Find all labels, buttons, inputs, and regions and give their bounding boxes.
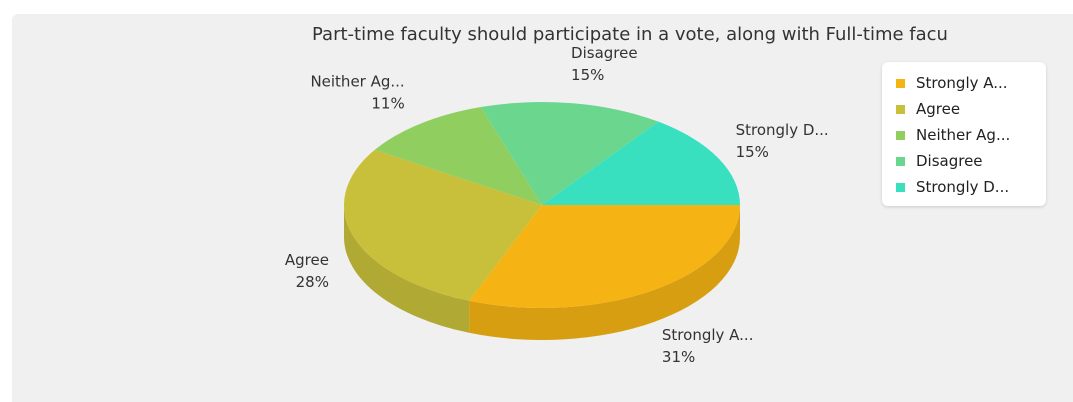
pie-sides (344, 205, 740, 340)
legend-swatch (896, 182, 905, 192)
pie-slice-agree-1[interactable] (344, 149, 542, 301)
legend-swatch (896, 78, 905, 88)
slice-label-strongly-a-0: Strongly A... (662, 326, 754, 344)
legend-swatch (896, 104, 905, 114)
slice-label-neither-ag-2: Neither Ag... (310, 72, 404, 90)
chart-panel: Strongly A... 31% Agree 28% Neither Ag... 11%… (12, 14, 1073, 402)
pie-side-agree-1 (344, 205, 470, 333)
pie-slice-strongly-a-0[interactable] (469, 205, 740, 308)
legend-item-strongly-d-4[interactable]: Strongly D... (896, 174, 1038, 200)
pie-slice-neither-ag-2[interactable] (374, 107, 542, 205)
slice-label-strongly-d-4: Strongly D... (736, 121, 829, 139)
legend-item-disagree-3[interactable]: Disagree (896, 148, 1038, 174)
legend-label: Neither Ag... (916, 126, 1011, 144)
pie-slice-strongly-d-4[interactable] (542, 121, 740, 205)
legend-swatch (896, 130, 905, 140)
pie-side-strongly-a-0 (469, 205, 740, 340)
slice-percent-disagree-3: 15% (571, 66, 604, 84)
legend-item-agree-1[interactable]: Agree (896, 96, 1038, 122)
slice-label-agree-1: Agree (285, 251, 329, 269)
legend-item-strongly-a-0[interactable]: Strongly A... (896, 70, 1038, 96)
legend-label: Strongly A... (916, 74, 1008, 92)
slice-label-disagree-3: Disagree (571, 44, 638, 62)
slice-percent-strongly-d-4: 15% (736, 143, 769, 161)
legend: Strongly A... Agree Neither Ag... Disagree S… (882, 62, 1046, 206)
chart-title: Part-time faculty should participate in … (312, 24, 948, 45)
pie-slice-disagree-3[interactable] (480, 102, 659, 205)
legend-label: Agree (916, 100, 961, 118)
legend-label: Disagree (916, 152, 983, 170)
pie-chart: Strongly A... 31% Agree 28% Neither Ag... 11%… (285, 44, 829, 366)
slice-percent-strongly-a-0: 31% (662, 348, 695, 366)
pie-tops (344, 102, 740, 308)
legend-swatch (896, 156, 905, 166)
slice-percent-neither-ag-2: 11% (371, 94, 404, 112)
pie-labels: Strongly A... 31% Agree 28% Neither Ag... 11%… (285, 44, 829, 366)
legend-label: Strongly D... (916, 178, 1010, 196)
slice-percent-agree-1: 28% (296, 273, 329, 291)
legend-item-neither-ag-2[interactable]: Neither Ag... (896, 122, 1038, 148)
